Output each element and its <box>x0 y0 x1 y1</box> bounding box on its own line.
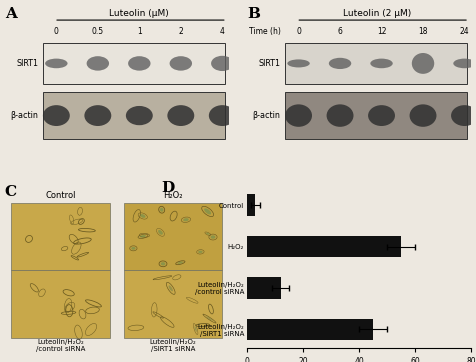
Text: 24: 24 <box>460 27 469 36</box>
Ellipse shape <box>453 59 476 68</box>
Ellipse shape <box>183 218 189 221</box>
Bar <box>247 194 256 216</box>
Ellipse shape <box>210 235 216 239</box>
Ellipse shape <box>178 261 183 264</box>
Bar <box>11 203 110 270</box>
Ellipse shape <box>370 59 393 68</box>
Ellipse shape <box>160 208 163 212</box>
Ellipse shape <box>43 105 70 126</box>
Ellipse shape <box>368 105 395 126</box>
Text: β-actin: β-actin <box>253 111 281 120</box>
Text: B: B <box>247 7 260 21</box>
Text: H₂O₂: H₂O₂ <box>163 191 183 200</box>
Text: Control: Control <box>46 191 76 200</box>
Text: 12: 12 <box>377 27 387 36</box>
Ellipse shape <box>84 105 111 126</box>
Ellipse shape <box>158 230 163 235</box>
Text: Luteolin (μM): Luteolin (μM) <box>109 9 169 18</box>
Ellipse shape <box>409 104 436 127</box>
Bar <box>285 92 467 139</box>
Text: Luteolin (2 μM): Luteolin (2 μM) <box>343 9 411 18</box>
Text: 2: 2 <box>178 27 183 36</box>
Ellipse shape <box>412 53 434 74</box>
Text: Time (h): Time (h) <box>249 27 281 36</box>
Ellipse shape <box>169 285 173 291</box>
Ellipse shape <box>45 59 68 68</box>
Text: D: D <box>162 181 175 195</box>
Text: β-actin: β-actin <box>10 111 39 120</box>
Text: 0.5: 0.5 <box>92 27 104 36</box>
Ellipse shape <box>87 56 109 71</box>
Ellipse shape <box>206 316 213 321</box>
Text: 1: 1 <box>137 27 142 36</box>
Bar <box>11 270 110 338</box>
Ellipse shape <box>128 56 150 71</box>
Bar <box>43 43 225 84</box>
Text: SIRT1: SIRT1 <box>16 59 39 68</box>
Text: 0: 0 <box>296 27 301 36</box>
Bar <box>247 277 281 299</box>
Ellipse shape <box>327 104 354 127</box>
Bar <box>124 203 222 270</box>
Ellipse shape <box>206 233 209 235</box>
Ellipse shape <box>195 326 197 332</box>
Ellipse shape <box>451 105 476 126</box>
Text: Luteolin/H₂O₂
/control siRNA: Luteolin/H₂O₂ /control siRNA <box>36 340 86 353</box>
Text: 6: 6 <box>337 27 342 36</box>
Ellipse shape <box>168 105 194 126</box>
Bar <box>247 319 373 340</box>
Ellipse shape <box>198 251 203 253</box>
Text: 4: 4 <box>220 27 225 36</box>
Ellipse shape <box>140 235 146 237</box>
Ellipse shape <box>209 105 236 126</box>
Text: 0: 0 <box>54 27 59 36</box>
Ellipse shape <box>160 262 165 266</box>
Text: C: C <box>5 185 17 199</box>
Text: 18: 18 <box>418 27 428 36</box>
Ellipse shape <box>140 214 146 218</box>
Bar <box>124 270 222 338</box>
Bar <box>247 236 401 257</box>
Text: Luteolin/H₂O₂
/SIRT1 siRNA: Luteolin/H₂O₂ /SIRT1 siRNA <box>149 340 196 353</box>
Text: A: A <box>5 7 17 21</box>
Bar <box>285 43 467 84</box>
Text: SIRT1: SIRT1 <box>258 59 281 68</box>
Ellipse shape <box>329 58 351 69</box>
Ellipse shape <box>211 56 234 71</box>
Ellipse shape <box>204 209 211 215</box>
Ellipse shape <box>285 104 312 127</box>
Ellipse shape <box>169 56 192 71</box>
Ellipse shape <box>288 59 310 67</box>
Bar <box>43 92 225 139</box>
Ellipse shape <box>131 247 136 250</box>
Ellipse shape <box>126 106 153 125</box>
